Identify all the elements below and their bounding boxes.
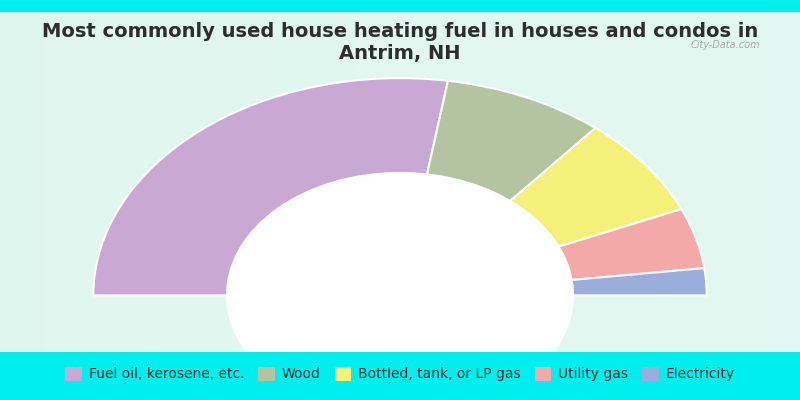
Wedge shape <box>400 128 682 295</box>
Text: City-Data.com: City-Data.com <box>690 40 760 50</box>
Wedge shape <box>400 268 706 295</box>
Wedge shape <box>94 78 448 295</box>
Wedge shape <box>400 81 595 295</box>
Wedge shape <box>400 209 704 295</box>
Legend: Fuel oil, kerosene, etc., Wood, Bottled, tank, or LP gas, Utility gas, Electrici: Fuel oil, kerosene, etc., Wood, Bottled,… <box>59 361 741 387</box>
Text: Most commonly used house heating fuel in houses and condos in Antrim, NH: Most commonly used house heating fuel in… <box>42 22 758 63</box>
Circle shape <box>226 172 574 400</box>
